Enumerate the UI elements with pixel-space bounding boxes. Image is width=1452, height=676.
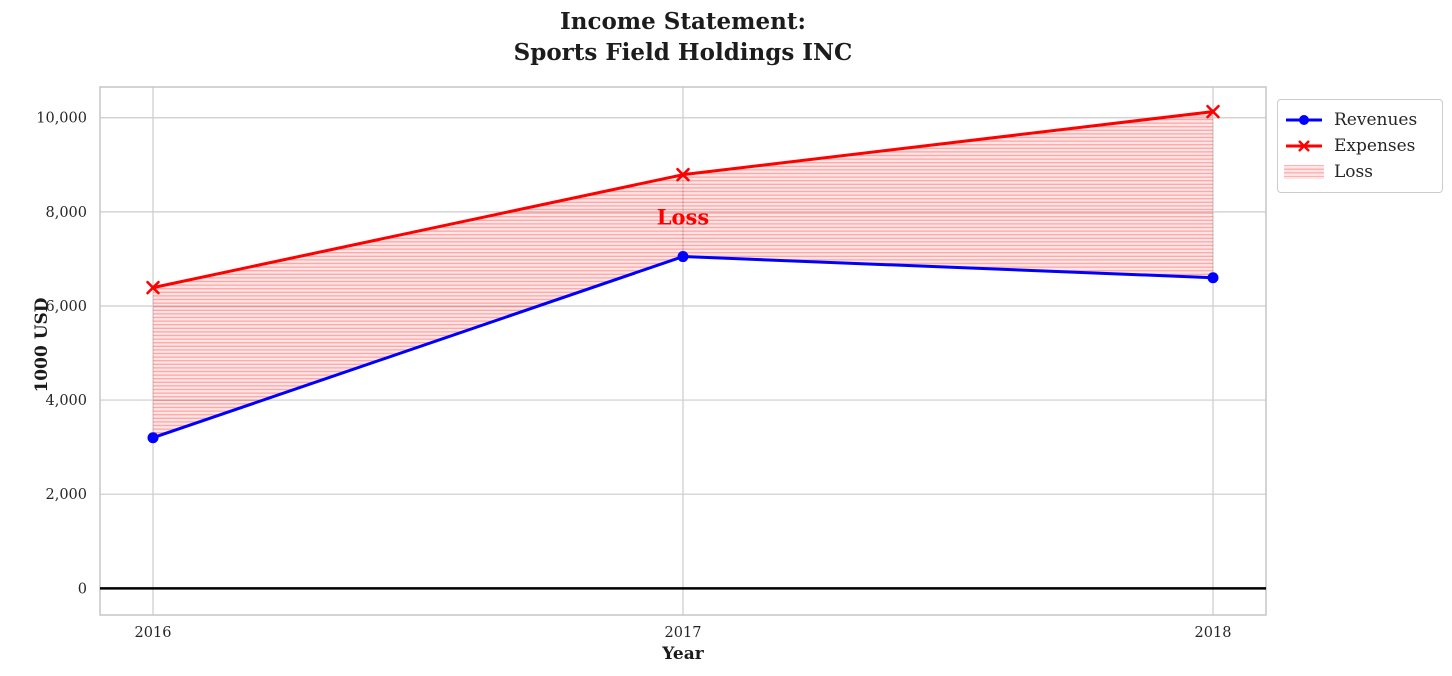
x-axis-label: Year: [662, 644, 704, 664]
y-tick-label: 8,000: [45, 205, 87, 221]
plot-border: [99, 86, 1267, 616]
legend-item-revenues: Revenues: [1284, 107, 1434, 133]
chart-title-line1: Income Statement:: [559, 8, 806, 35]
x-tick-label: 2016: [135, 625, 172, 641]
legend-label-revenues: Revenues: [1334, 109, 1418, 130]
x-tick-label: 2017: [665, 625, 702, 641]
legend-item-expenses: Expenses: [1284, 133, 1434, 159]
loss-patch-sample-icon: [1284, 165, 1324, 179]
revenues-marker: [1207, 272, 1219, 284]
revenues-marker: [147, 432, 159, 444]
y-tick-label: 4,000: [45, 393, 87, 409]
y-tick-label: 0: [78, 581, 87, 597]
expenses-marker: [146, 280, 160, 295]
expenses-marker: [1206, 104, 1220, 119]
y-tick-label: 6,000: [45, 299, 87, 315]
loss-area: [153, 111, 1213, 438]
chart-title-line2: Sports Field Holdings INC: [513, 39, 853, 66]
y-tick-label: 10,000: [36, 111, 87, 127]
x-tick-label: 2018: [1195, 625, 1232, 641]
revenues-line-sample-icon: [1286, 115, 1322, 125]
revenues-marker: [677, 251, 689, 263]
legend-label-loss: Loss: [1334, 161, 1373, 182]
legend-label-expenses: Expenses: [1334, 135, 1416, 156]
legend-item-loss: Loss: [1284, 159, 1434, 185]
chart-title: Income Statement: Sports Field Holdings …: [100, 6, 1266, 68]
y-tick-label: 2,000: [45, 487, 87, 503]
legend: Revenues Expenses Loss: [1277, 99, 1443, 193]
loss-annotation: Loss: [656, 204, 710, 230]
expenses-line-sample-icon: [1286, 140, 1322, 152]
expenses-marker: [676, 167, 690, 182]
